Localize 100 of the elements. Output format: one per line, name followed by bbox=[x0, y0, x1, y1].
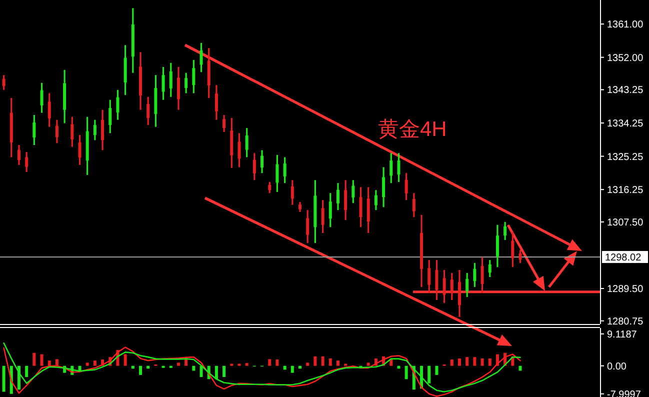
y-tick-label: 1289.50 bbox=[607, 284, 644, 295]
bar bbox=[86, 362, 89, 366]
candlestick bbox=[238, 132, 241, 168]
bar bbox=[488, 358, 492, 366]
candlestick bbox=[397, 152, 400, 183]
candlestick bbox=[344, 179, 348, 221]
candlestick bbox=[276, 154, 279, 193]
candlestick bbox=[184, 72, 188, 94]
bar bbox=[283, 366, 286, 370]
candlestick bbox=[504, 221, 507, 241]
candlestick bbox=[518, 249, 522, 264]
candlestick bbox=[458, 269, 461, 318]
bar bbox=[40, 354, 44, 366]
candlestick bbox=[404, 172, 408, 201]
candlestick bbox=[245, 127, 248, 158]
candlestick bbox=[192, 59, 196, 94]
candlestick bbox=[146, 96, 150, 126]
bar bbox=[245, 363, 248, 366]
bar bbox=[314, 356, 317, 366]
candlestick bbox=[473, 262, 476, 288]
candlestick bbox=[480, 256, 484, 294]
y-tick-label: 0.00 bbox=[607, 361, 627, 372]
bar bbox=[48, 360, 51, 366]
bar bbox=[390, 360, 393, 366]
bar bbox=[473, 357, 476, 366]
bar bbox=[435, 366, 438, 375]
candlestick bbox=[511, 231, 514, 268]
ref-line-label: 1298.02 bbox=[605, 252, 642, 264]
bar bbox=[176, 362, 180, 366]
candlestick bbox=[260, 149, 264, 174]
candlestick bbox=[366, 186, 370, 234]
bar bbox=[93, 360, 96, 366]
bar bbox=[290, 366, 294, 373]
bar bbox=[450, 360, 454, 366]
candlestick bbox=[222, 114, 226, 133]
candlestick bbox=[169, 62, 172, 98]
candlestick bbox=[268, 181, 272, 194]
candlestick bbox=[162, 66, 165, 101]
bar bbox=[466, 357, 469, 366]
candlestick bbox=[48, 92, 51, 128]
candlestick bbox=[252, 152, 256, 181]
candlestick bbox=[412, 192, 416, 218]
bar bbox=[321, 356, 324, 366]
bar bbox=[192, 366, 196, 371]
candlestick bbox=[283, 156, 286, 184]
bar bbox=[139, 366, 142, 375]
candlestick bbox=[442, 269, 446, 304]
candlestick bbox=[298, 201, 302, 213]
bar bbox=[428, 366, 431, 384]
bar bbox=[200, 366, 203, 378]
candlestick bbox=[176, 66, 180, 111]
candlestick bbox=[200, 42, 203, 73]
bar bbox=[222, 366, 226, 378]
y-tick-label: 1316.25 bbox=[607, 185, 644, 196]
candlestick bbox=[306, 209, 310, 244]
candlestick bbox=[352, 179, 355, 204]
candlestick bbox=[101, 109, 104, 151]
bar bbox=[214, 366, 218, 380]
candlestick bbox=[78, 134, 82, 166]
bar bbox=[124, 354, 127, 366]
candlestick bbox=[428, 259, 431, 294]
candlestick bbox=[336, 182, 340, 211]
y-tick-label: 1343.25 bbox=[607, 85, 644, 96]
candlestick bbox=[290, 179, 294, 206]
y-tick-label: 1280.75 bbox=[607, 316, 644, 328]
candlestick bbox=[488, 259, 492, 278]
annotation: 黄金4H bbox=[378, 118, 447, 141]
y-tick-label: 1334.25 bbox=[607, 118, 644, 130]
candlestick bbox=[466, 272, 469, 298]
y-tick-label: 1361.00 bbox=[607, 20, 644, 31]
bar bbox=[268, 359, 272, 366]
candlestick bbox=[108, 99, 112, 134]
candlestick bbox=[390, 152, 393, 184]
y-tick-label: 9.1187 bbox=[607, 329, 638, 340]
bar bbox=[336, 360, 340, 366]
bar bbox=[518, 366, 522, 371]
candlestick bbox=[321, 199, 324, 234]
candlestick bbox=[25, 151, 28, 173]
bar bbox=[25, 366, 28, 378]
candlestick bbox=[328, 192, 332, 228]
candlestick bbox=[450, 272, 454, 301]
candlestick bbox=[17, 144, 20, 166]
candlestick bbox=[359, 186, 362, 228]
bar bbox=[404, 366, 408, 380]
candlestick bbox=[32, 114, 36, 146]
bar bbox=[32, 352, 36, 366]
bar bbox=[306, 362, 310, 366]
bar bbox=[458, 358, 461, 366]
y-tick-label: 1352.00 bbox=[607, 52, 644, 64]
candlestick bbox=[93, 119, 96, 141]
bar bbox=[366, 362, 370, 366]
candlestick bbox=[435, 259, 438, 301]
candlestick bbox=[70, 116, 74, 148]
candlestick bbox=[55, 119, 58, 144]
candlestick bbox=[374, 189, 378, 211]
bar bbox=[2, 366, 6, 392]
candlestick bbox=[214, 84, 218, 121]
candlestick bbox=[40, 82, 44, 114]
y-tick-label: -7.9997 bbox=[607, 389, 642, 397]
candlestick bbox=[496, 224, 499, 268]
